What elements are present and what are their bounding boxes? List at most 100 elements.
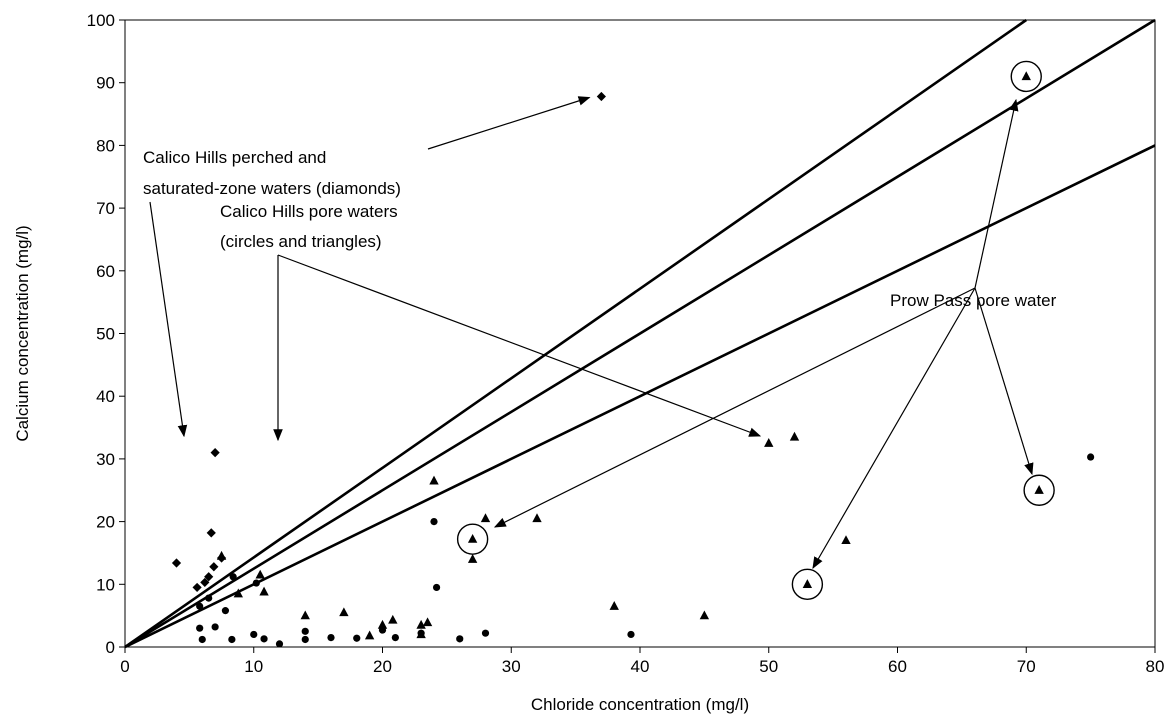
annotation-calico-perched: Calico Hills perched and saturated-zone …	[143, 148, 401, 198]
annotation-calico-perched-line-2: saturated-zone waters (diamonds)	[143, 179, 401, 198]
x-tick-label: 50	[759, 657, 778, 676]
circle-point	[252, 579, 260, 587]
circled-triangle-point	[791, 568, 824, 600]
circle-point	[301, 635, 309, 644]
y-tick-label: 10	[96, 575, 115, 594]
circle-point	[221, 607, 230, 615]
triangle-point	[480, 513, 491, 523]
circle-point	[481, 629, 490, 637]
x-tick-label: 0	[120, 657, 129, 676]
circle-point	[211, 623, 219, 631]
circle-point	[275, 640, 284, 648]
triangle-point	[339, 607, 349, 617]
y-tick-label: 100	[87, 11, 115, 30]
triangle-point	[233, 588, 243, 598]
diamond-point	[204, 572, 214, 582]
y-tick-label: 80	[96, 136, 115, 155]
triangle-point	[609, 601, 619, 610]
arrow-perched-down	[149, 201, 188, 438]
diamond-point	[210, 448, 220, 458]
circle-point	[301, 627, 309, 635]
diamond-point	[200, 577, 210, 588]
circle-point	[229, 573, 237, 581]
circle-point	[196, 602, 204, 610]
circled-triangle-point	[1023, 474, 1055, 506]
circle-point	[430, 518, 438, 526]
triangle-point	[699, 610, 710, 620]
circle-point	[627, 630, 635, 639]
triangle-point	[802, 579, 813, 588]
circle-point	[1087, 453, 1095, 461]
x-tick-label: 20	[373, 657, 392, 676]
circle-point	[260, 635, 268, 643]
annotation-calico-pore-line-2: (circles and triangles)	[220, 232, 382, 251]
arrow-prow-1	[493, 287, 976, 528]
triangle-point	[429, 475, 439, 485]
x-tick-label: 40	[631, 657, 650, 676]
triangle-point	[416, 619, 426, 629]
annotation-calico-perched-line-1: Calico Hills perched and	[143, 148, 326, 167]
y-tick-label: 60	[96, 262, 115, 281]
x-tick-label: 30	[502, 657, 521, 676]
circle-point	[432, 583, 441, 592]
reference-line-1	[124, 18, 1027, 649]
triangle-point	[255, 569, 265, 579]
y-tick-label: 40	[96, 387, 115, 406]
triangle-point	[388, 614, 398, 624]
circle-point	[353, 634, 361, 642]
arrow-prow-2	[812, 287, 976, 570]
triangle-point	[259, 586, 269, 596]
annotation-prow-pass-line-1: Prow Pass pore water	[890, 291, 1057, 310]
y-axis-title: Calcium concentration (mg/l)	[13, 225, 32, 441]
circle-point	[198, 635, 206, 644]
reference-line-3	[124, 144, 1156, 649]
highlight-ring	[791, 568, 824, 600]
diamond-point	[171, 558, 182, 568]
triangle-point	[467, 533, 478, 543]
circle-point	[327, 633, 335, 642]
circle-point	[456, 635, 464, 643]
circled-triangle-point	[1010, 60, 1042, 93]
triangle-point	[1021, 71, 1031, 81]
arrow-pore-to-triangles	[277, 254, 762, 437]
x-tick-label: 70	[1017, 657, 1036, 676]
circled-triangle-point	[456, 523, 489, 555]
triangle-point	[300, 610, 310, 620]
highlight-ring	[1010, 60, 1042, 93]
highlight-ring	[456, 523, 489, 555]
y-tick-label: 0	[106, 638, 115, 657]
x-tick-label: 80	[1146, 657, 1165, 676]
arrow-to-diamond-point	[427, 96, 591, 150]
circle-point	[391, 633, 399, 642]
y-tick-label: 30	[96, 450, 115, 469]
triangle-point	[422, 617, 433, 627]
annotation-arrows	[149, 96, 1034, 570]
diamond-point	[209, 562, 219, 572]
triangle-point	[1034, 485, 1044, 494]
triangle-point	[364, 630, 375, 640]
annotation-calico-pore-line-1: Calico Hills pore waters	[220, 202, 398, 221]
y-tick-label: 70	[96, 199, 115, 218]
y-tick-label: 50	[96, 325, 115, 344]
arrow-prow-3	[974, 98, 1019, 289]
y-tick-label: 20	[96, 513, 115, 532]
arrow-prow-4	[974, 287, 1034, 476]
y-axis: 0 10 20 30 40 50 60 70 80 90 100	[87, 11, 125, 657]
x-axis: 0 10 20 30 40 50 60 70 80	[120, 647, 1164, 676]
diamond-point	[192, 582, 202, 593]
circle-point	[205, 594, 213, 602]
circle-point	[196, 624, 204, 632]
circle-point	[228, 635, 236, 644]
highlight-ring	[1023, 474, 1055, 506]
triangle-point	[467, 554, 478, 563]
triangle-point	[416, 629, 426, 639]
triangle-point	[532, 513, 542, 523]
reference-line-2	[124, 18, 1156, 649]
y-tick-label: 90	[96, 74, 115, 93]
annotation-calico-pore: Calico Hills pore waters (circles and tr…	[220, 202, 402, 251]
x-tick-label: 60	[888, 657, 907, 676]
triangle-point	[764, 438, 774, 447]
triangle-point	[841, 535, 851, 545]
